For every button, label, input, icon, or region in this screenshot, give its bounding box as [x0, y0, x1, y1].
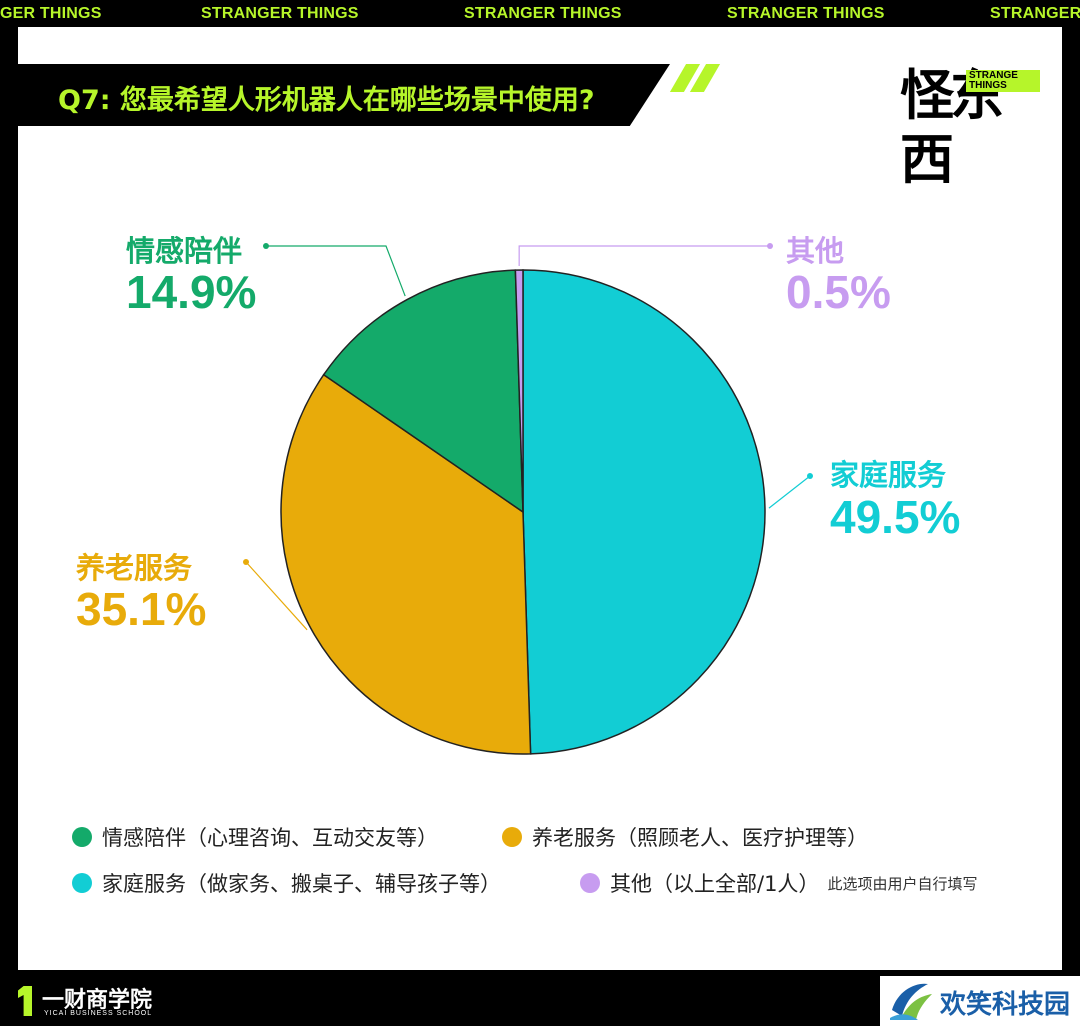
leader-line-companionship	[266, 245, 406, 297]
leader-line-other	[518, 245, 770, 267]
pie-chart	[243, 243, 813, 755]
leader-dot	[263, 243, 269, 249]
slice-percent-elderly: 35.1%	[76, 583, 207, 635]
legend-swatch	[502, 827, 522, 847]
brand-tag: STRANGE THINGS	[966, 70, 1040, 92]
slice-label-elderly: 养老服务	[76, 551, 193, 585]
pie-slice-other	[514, 269, 524, 513]
pie-slice-companionship	[322, 269, 524, 514]
legend-text: 情感陪伴（心理咨询、互动交友等）	[102, 826, 438, 850]
legend-swatch	[580, 873, 600, 893]
ticker-text: GER THINGS	[0, 5, 102, 22]
pie-slice-elderly	[280, 373, 532, 755]
pie-slice-home	[522, 269, 766, 755]
slice-label-other: 其他	[786, 234, 845, 268]
ticker-band: GER THINGS STRANGER THINGS STRANGER THIN…	[0, 0, 1080, 27]
legend-text: 养老服务（照顾老人、医疗护理等）	[532, 826, 868, 850]
slice-label-companionship: 情感陪伴	[126, 234, 243, 268]
ticker-text: STRANGER THINGS	[727, 5, 885, 22]
ticker-text: STRANGER THINGS	[464, 5, 622, 22]
legend-item: 养老服务（照顾老人、医疗护理等）	[502, 822, 868, 852]
leader-dot	[767, 243, 773, 249]
leader-line-home	[768, 475, 811, 509]
chart-title: Q7: 您最希望人形机器人在哪些场景中使用?	[58, 85, 595, 116]
legend-item: 情感陪伴（心理咨询、互动交友等）	[72, 822, 438, 852]
leader-dot	[243, 559, 249, 565]
legend-text: 其他（以上全部/1人）	[610, 872, 820, 896]
ticker-text: STRANGER	[990, 5, 1080, 22]
slice-percent-companionship: 14.9%	[126, 266, 257, 318]
legend-swatch	[72, 827, 92, 847]
brand-logo: 怪东西 STRANGE THINGS	[900, 64, 1040, 191]
watermark-icon	[890, 983, 932, 1020]
watermark-text: 欢笑科技园	[940, 990, 1071, 1020]
legend-item: 家庭服务（做家务、搬桌子、辅导孩子等）	[72, 868, 501, 898]
brand-logo-text: 怪东西	[900, 64, 1004, 191]
footer-logo-en: YICAI BUSINESS SCHOOL	[44, 1010, 153, 1017]
leader-line-elderly	[245, 561, 308, 631]
legend-item: 其他（以上全部/1人） 此选项由用户自行填写	[580, 868, 977, 898]
legend-note: 此选项由用户自行填写	[827, 874, 978, 893]
title-bar	[0, 64, 670, 126]
slice-percent-home: 49.5%	[830, 491, 961, 543]
ticker-text: STRANGER THINGS	[201, 5, 359, 22]
slice-percent-other: 0.5%	[786, 266, 891, 318]
watermark: 欢笑科技园	[880, 976, 1080, 1026]
slice-label-home: 家庭服务	[830, 458, 947, 492]
legend-swatch	[72, 873, 92, 893]
leader-dot	[807, 473, 813, 479]
footer-logo-cn: 一财商学院	[42, 988, 153, 1013]
legend-text: 家庭服务（做家务、搬桌子、辅导孩子等）	[102, 872, 501, 896]
